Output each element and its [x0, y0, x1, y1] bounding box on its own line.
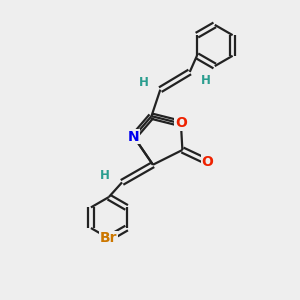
Text: H: H: [139, 76, 149, 89]
Text: O: O: [202, 155, 213, 169]
Text: O: O: [175, 116, 187, 130]
Text: H: H: [99, 169, 109, 182]
Text: Br: Br: [100, 231, 118, 245]
Text: H: H: [201, 74, 211, 87]
Text: N: N: [128, 130, 140, 144]
